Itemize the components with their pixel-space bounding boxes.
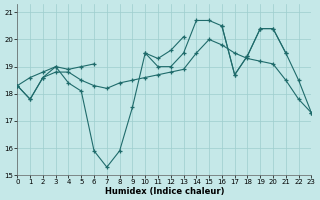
X-axis label: Humidex (Indice chaleur): Humidex (Indice chaleur) (105, 187, 224, 196)
